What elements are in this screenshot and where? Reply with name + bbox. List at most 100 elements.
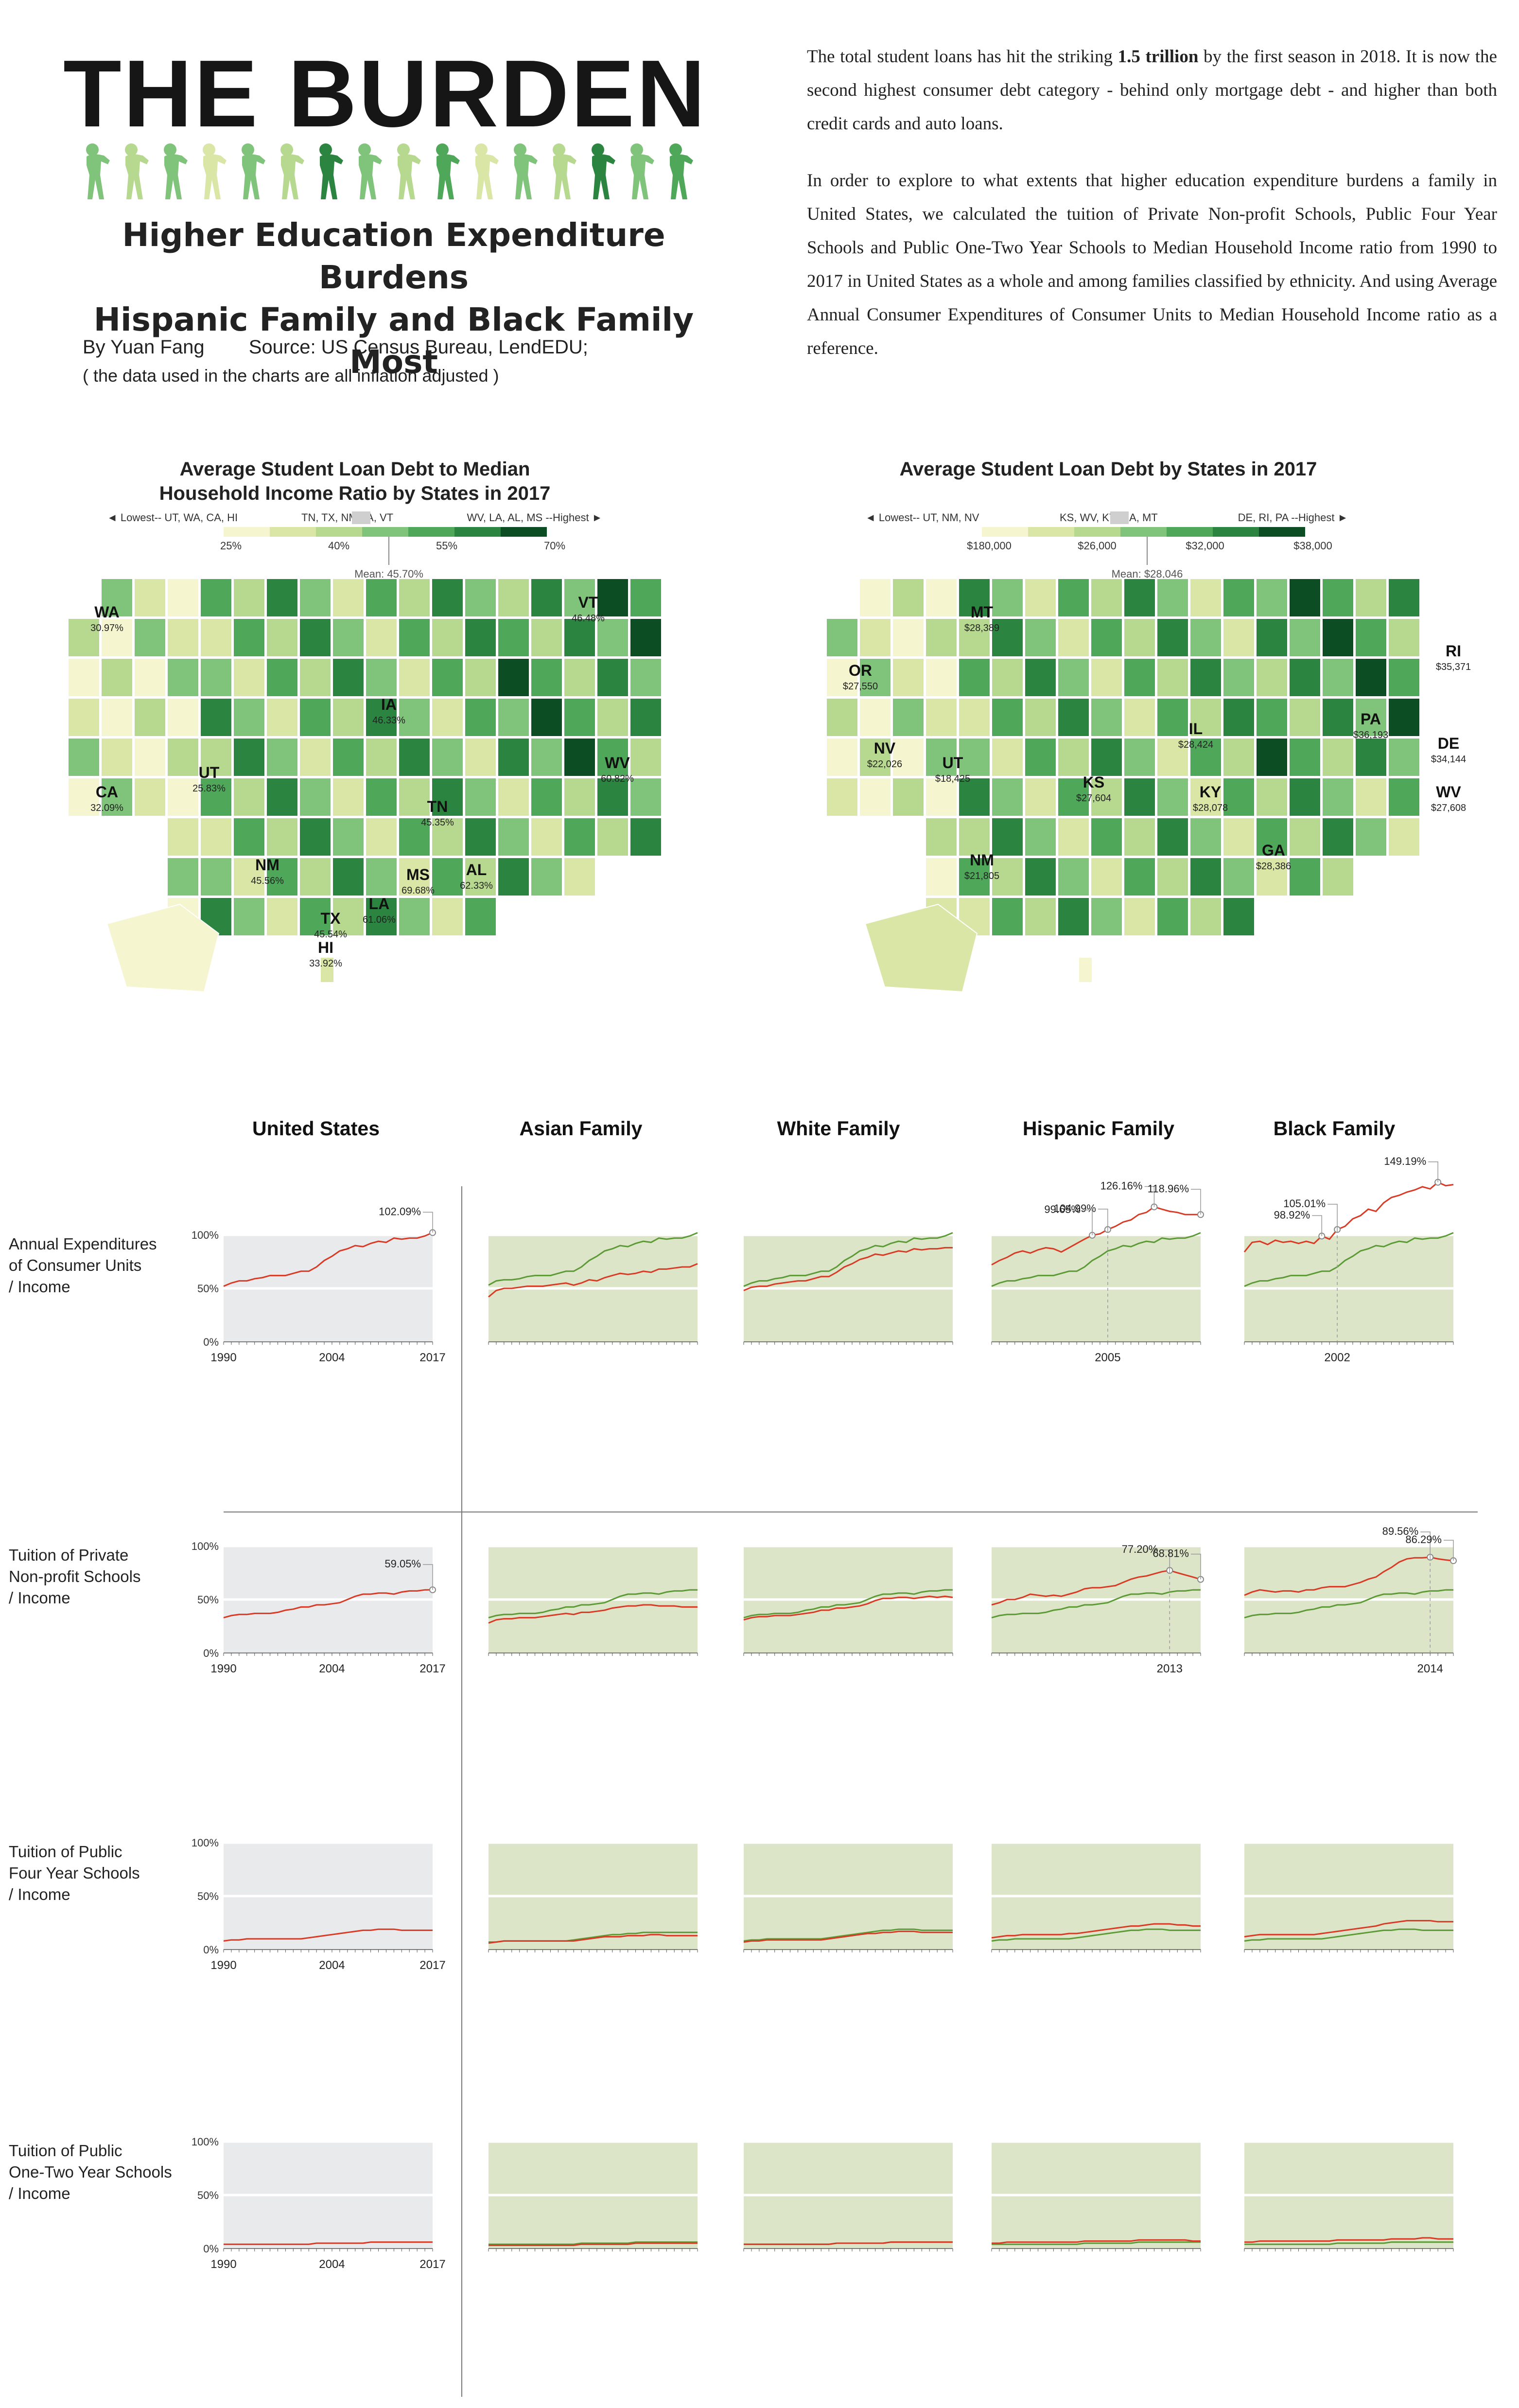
small-multiples-chart: United States Asian Family White Family His… [9,1117,1478,2397]
state-tile [68,618,100,657]
state-tile [1024,578,1057,617]
chart-panel [991,1841,1201,1952]
state-tile [629,578,662,617]
chart-panel [743,1841,953,1952]
state-tile [1222,817,1255,857]
state-label-ks: KS $27,604 [1076,773,1111,804]
state-tile [200,698,232,737]
legend-scale-label: 55% [436,540,457,552]
chart-panel [488,1841,698,1952]
state-label-pa: PA $36,193 [1353,710,1388,740]
state-tile [134,618,166,657]
state-tile [826,698,858,737]
state-tile [497,618,530,657]
y-tick-label: 50% [197,1890,219,1902]
state-tile [167,857,199,896]
state-tile [134,658,166,697]
state-tile [629,618,662,657]
state-tile [958,578,991,617]
state-tile [299,857,332,896]
state-tile [530,698,563,737]
state-tile [892,777,925,817]
state-code: UT [943,754,963,772]
legend-swatch [270,527,316,537]
state-tile [1024,738,1057,777]
chart-panel [991,1545,1201,1656]
column-header: United States [252,1117,380,1140]
state-tile [1289,738,1321,777]
state-tile [958,777,991,817]
state-tile [200,817,232,857]
annotation-label: 102.09% [379,1205,421,1217]
state-tile [1024,618,1057,657]
state-tile [563,817,596,857]
legend-scale-label: 40% [328,540,349,552]
state-tile [497,698,530,737]
series-line-us-reference [1244,1232,1454,1287]
state-code: WV [1436,783,1461,801]
state-label-ky: KY $28,078 [1193,783,1228,813]
subtitle-line-2: Hispanic Family and Black Family Most [93,301,694,381]
state-tile [134,738,166,777]
state-tile [134,777,166,817]
series-line-us-reference [489,2241,698,2245]
state-tile [233,618,265,657]
state-tile [1024,658,1057,697]
state-tile [596,698,629,737]
state-tile [134,698,166,737]
row-header: Tuition of Private Non-profit Schools / I… [9,1546,140,1607]
state-label-de: DE $34,144 [1431,735,1466,765]
series-line-us [223,1589,433,1618]
state-label-wa: WA 30.97% [90,603,123,633]
state-tile [991,817,1024,857]
state-code: NV [874,739,896,757]
state-tile [859,578,891,617]
state-tile [563,658,596,697]
svg-text:Tuition of Private: Tuition of Private [9,1546,128,1564]
state-tile [925,578,958,617]
state-tile [266,777,298,817]
state-value: 30.97% [90,623,123,633]
legend-swatch [362,527,408,537]
state-tile [859,618,891,657]
state-label-ia: IA 46.33% [372,696,405,726]
state-tile [365,897,398,936]
state-tile [266,738,298,777]
annotation: 59.05% [384,1558,436,1594]
state-tile [1189,857,1222,896]
state-tile [596,817,629,857]
annotation: 102.09% [379,1205,436,1236]
state-tile [497,777,530,817]
state-value: 60.82% [601,773,634,784]
state-tile [299,618,332,657]
annotation-label: 149.19% [1384,1155,1426,1167]
state-value: $27,608 [1431,803,1466,813]
state-tile [1156,857,1189,896]
subtitle: Higher Education Expenditure Burdens His… [53,214,734,383]
legend-swatch [501,527,547,537]
state-tile [233,738,265,777]
state-value: $27,550 [843,681,878,692]
burden-figure-icon [475,143,499,199]
state-tile [596,738,629,777]
state-tile [859,698,891,737]
state-tile [1388,618,1420,657]
state-tile [1123,857,1156,896]
state-tile [1057,658,1090,697]
state-label-tx: TX 45.54% [314,910,347,940]
state-label-tn: TN 45.35% [421,798,454,828]
state-tile [68,777,100,817]
state-tile [991,698,1024,737]
state-tile [629,817,662,857]
legend-swatch [1213,527,1259,537]
svg-text:of Consumer Units: of Consumer Units [9,1256,141,1274]
annotation: 77.20% 2013 [1122,1543,1183,1675]
state-tile [365,738,398,777]
state-tile [991,658,1024,697]
state-tile [1156,658,1189,697]
state-value: $28,424 [1178,739,1213,750]
series-line-us [224,2241,433,2245]
series-line-us-reference [743,1232,953,1287]
state-tile [1090,897,1123,936]
state-value: $28,389 [964,623,999,633]
